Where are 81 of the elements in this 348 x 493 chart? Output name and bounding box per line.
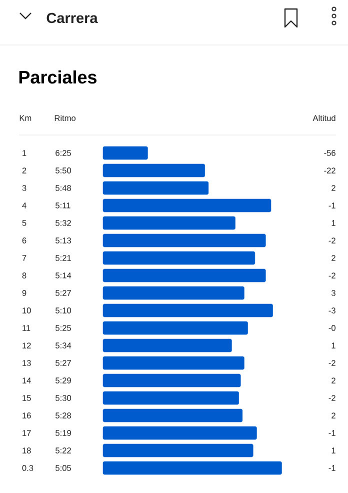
bar bbox=[102, 304, 273, 318]
y-tick-label: 1 bbox=[22, 150, 26, 156]
bar bbox=[102, 198, 272, 212]
text: 1 bbox=[332, 448, 336, 454]
text: 3 bbox=[331, 290, 336, 296]
bar bbox=[102, 286, 244, 300]
y-tick-label: 18 bbox=[22, 448, 31, 454]
y-tick-label: 14 bbox=[22, 378, 31, 384]
text: 2 bbox=[332, 412, 336, 418]
y-tick-label: 9 bbox=[22, 290, 26, 296]
text: 5:25 bbox=[56, 325, 71, 331]
text: -2 bbox=[328, 395, 336, 401]
text: -1 bbox=[328, 430, 336, 436]
bar bbox=[102, 234, 266, 248]
bar bbox=[102, 164, 206, 178]
text: 5:21 bbox=[56, 255, 71, 261]
y-tick-label: 5 bbox=[22, 220, 26, 226]
text: -1 bbox=[328, 465, 336, 471]
text: 5:27 bbox=[56, 360, 71, 366]
y-tick-label: 3 bbox=[22, 185, 26, 191]
text: 5:27 bbox=[56, 290, 71, 296]
text: -56 bbox=[324, 150, 336, 156]
text: 5:29 bbox=[56, 378, 71, 384]
text: 5:50 bbox=[56, 168, 72, 174]
text: -2 bbox=[328, 272, 336, 278]
text: 5:13 bbox=[56, 238, 71, 244]
text: 5:32 bbox=[56, 220, 71, 226]
bar bbox=[102, 268, 266, 282]
text: 5:14 bbox=[56, 272, 72, 278]
y-tick-label: 13 bbox=[22, 360, 31, 366]
y-tick-label: 12 bbox=[22, 342, 31, 348]
bar bbox=[102, 321, 248, 335]
y-tick-label: 7 bbox=[22, 255, 26, 261]
y-tick-label: 11 bbox=[22, 325, 30, 331]
text: 5:19 bbox=[56, 430, 71, 436]
y-tick-label: 17 bbox=[22, 430, 31, 436]
text: 5:30 bbox=[56, 395, 72, 401]
text: -3 bbox=[328, 308, 336, 314]
y-tick-label: 6 bbox=[22, 238, 26, 244]
bar bbox=[102, 146, 148, 160]
text: 2 bbox=[332, 378, 336, 384]
bar bbox=[102, 426, 257, 440]
text: -0 bbox=[328, 325, 336, 331]
text: Altitud bbox=[312, 114, 336, 122]
text: 5:05 bbox=[56, 465, 71, 471]
bar bbox=[102, 374, 241, 388]
bar bbox=[102, 391, 239, 405]
y-tick-label: 2 bbox=[22, 168, 26, 174]
text: 5:28 bbox=[56, 412, 71, 418]
bar bbox=[102, 181, 209, 195]
bar bbox=[102, 356, 244, 370]
text: 5:11 bbox=[56, 202, 70, 208]
text: Km bbox=[20, 115, 32, 121]
text: 5:22 bbox=[56, 448, 71, 454]
text: 1 bbox=[332, 220, 336, 226]
y-tick-label: 10 bbox=[22, 308, 31, 314]
text: 5:48 bbox=[56, 185, 71, 191]
text: 5:10 bbox=[56, 308, 72, 314]
text: 6:25 bbox=[56, 150, 71, 156]
chart-subtitle: Parciales bbox=[19, 70, 97, 84]
y-tick-label: 8 bbox=[22, 272, 26, 278]
text: 2 bbox=[332, 255, 336, 261]
text: -1 bbox=[328, 202, 336, 208]
bar bbox=[102, 408, 243, 422]
y-tick-label: 16 bbox=[22, 412, 31, 418]
bar bbox=[102, 216, 236, 230]
bar bbox=[102, 444, 254, 458]
text: 1 bbox=[332, 342, 336, 348]
y-tick-label: 15 bbox=[22, 395, 31, 401]
text: Ritmo bbox=[54, 114, 76, 122]
text: -2 bbox=[328, 360, 336, 366]
text: -22 bbox=[324, 168, 336, 174]
y-tick-label: 0.3 bbox=[22, 465, 34, 471]
text: -2 bbox=[328, 238, 336, 244]
bar bbox=[102, 338, 232, 352]
text: 5:34 bbox=[56, 342, 72, 348]
bar bbox=[102, 461, 282, 475]
y-tick-label: 4 bbox=[22, 202, 26, 208]
chart-title: Carrera bbox=[46, 12, 98, 24]
text: 2 bbox=[332, 185, 336, 191]
bar bbox=[102, 251, 256, 265]
